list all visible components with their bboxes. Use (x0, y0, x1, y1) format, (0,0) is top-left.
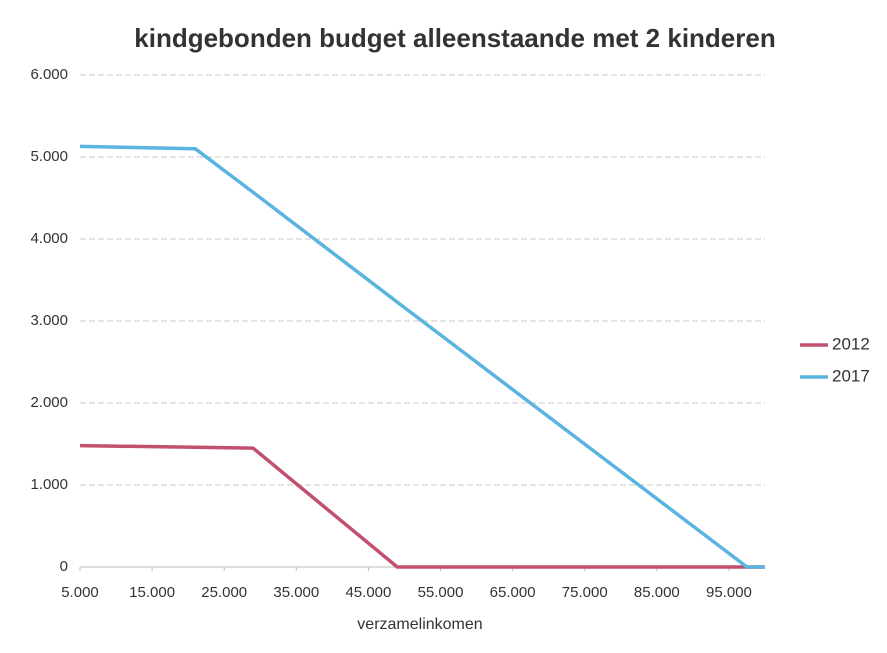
x-tick-label: 65.000 (490, 584, 536, 601)
y-tick-label: 2.000 (30, 394, 68, 411)
x-tick-label: 15.000 (129, 584, 175, 601)
x-tick-label: 75.000 (562, 584, 608, 601)
y-tick-label: 4.000 (30, 230, 68, 247)
series-line (79, 144, 765, 569)
chart-title: kindgebonden budget alleenstaande met 2 … (134, 23, 775, 53)
y-tick-label: 3.000 (30, 312, 68, 329)
x-axis-label: verzamelinkomen (357, 616, 482, 633)
y-tick-label: 0 (60, 558, 68, 575)
legend-label: 2017 (832, 366, 870, 385)
x-tick-label: 5.000 (61, 584, 99, 601)
x-tick-label: 55.000 (418, 584, 464, 601)
y-tick-label: 5.000 (30, 148, 68, 165)
x-tick-label: 95.000 (706, 584, 752, 601)
x-tick-label: 45.000 (345, 584, 391, 601)
series-line (79, 443, 765, 569)
y-tick-label: 1.000 (30, 476, 68, 493)
x-tick-label: 35.000 (273, 584, 319, 601)
x-tick-label: 85.000 (634, 584, 680, 601)
x-tick-label: 25.000 (201, 584, 247, 601)
legend-label: 2012 (832, 334, 870, 353)
y-tick-label: 6.000 (30, 66, 68, 83)
